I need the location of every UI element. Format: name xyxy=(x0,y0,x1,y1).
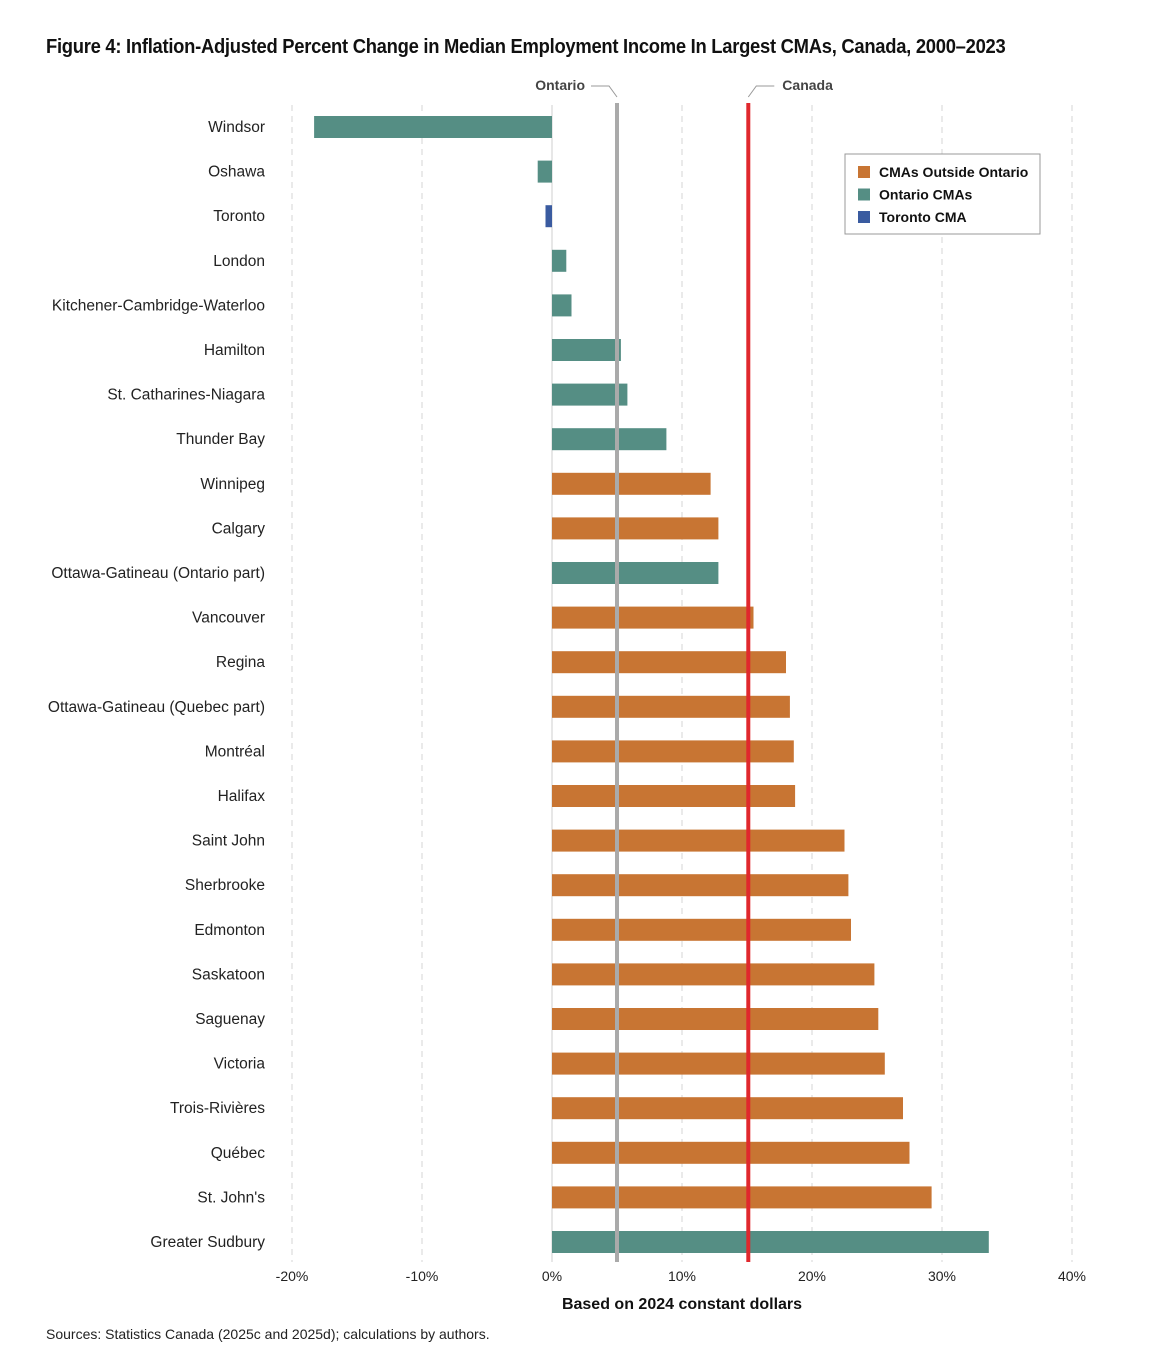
bar xyxy=(552,1052,885,1075)
source-note: Sources: Statistics Canada (2025c and 20… xyxy=(46,1326,490,1342)
bar xyxy=(552,1231,989,1253)
category-label: Saint John xyxy=(192,833,265,850)
legend-swatch xyxy=(858,188,870,201)
x-tick-label: 20% xyxy=(798,1268,826,1284)
category-label: Hamilton xyxy=(204,342,265,359)
gridlines xyxy=(291,105,1073,1262)
bar xyxy=(552,651,786,674)
legend-swatch xyxy=(858,211,870,223)
legend-label: Toronto CMA xyxy=(879,209,967,225)
bar xyxy=(552,695,790,718)
bar xyxy=(314,116,552,138)
bar xyxy=(537,160,552,183)
reference-label: Ontario xyxy=(535,77,585,93)
x-tick-label: 40% xyxy=(1058,1268,1086,1284)
category-label: Vancouver xyxy=(192,610,265,627)
category-label: Victoria xyxy=(214,1056,266,1073)
bar xyxy=(552,1008,879,1030)
bar xyxy=(552,740,794,763)
category-label: Sherbrooke xyxy=(185,877,265,894)
bar xyxy=(552,1186,932,1209)
reference-leader xyxy=(591,85,618,98)
bar xyxy=(552,918,851,941)
category-label: Oshawa xyxy=(208,164,265,181)
category-label: St. Catharines-Niagara xyxy=(107,387,265,404)
legend-swatch xyxy=(858,166,870,178)
category-label: St. John's xyxy=(197,1189,265,1206)
category-label: Greater Sudbury xyxy=(150,1234,265,1251)
bar xyxy=(552,294,572,317)
bar-chart: Ontario Canada Windsor Oshawa Toronto London… xyxy=(48,77,1086,1313)
legend-label: Ontario CMAs xyxy=(879,187,973,203)
x-tick-label: -20% xyxy=(276,1268,309,1284)
legend: CMAs Outside Ontario Ontario CMAs Toronto … xyxy=(844,153,1041,235)
x-tick-label: -10% xyxy=(406,1268,439,1284)
category-label: Calgary xyxy=(212,520,266,537)
category-label: Saguenay xyxy=(195,1011,265,1028)
bar xyxy=(552,606,754,629)
reference-leader xyxy=(747,85,775,98)
x-axis-title: Based on 2024 constant dollars xyxy=(562,1296,802,1313)
category-label: Winnipeg xyxy=(200,476,265,493)
x-tick-label: 30% xyxy=(928,1268,956,1284)
category-label: Kitchener-Cambridge-Waterloo xyxy=(52,297,265,314)
bar xyxy=(552,428,667,451)
x-tick-label: 10% xyxy=(668,1268,696,1284)
x-tick-label: 0% xyxy=(542,1268,562,1284)
category-label: Halifax xyxy=(218,788,266,805)
category-label: Toronto xyxy=(213,208,265,225)
category-label: Montréal xyxy=(205,743,265,760)
category-label: Saskatoon xyxy=(192,966,265,983)
bar xyxy=(552,1097,903,1120)
legend-label: CMAs Outside Ontario xyxy=(879,164,1028,180)
x-axis-ticks: -20% -10% 0% 10% 20% 30% 40% xyxy=(276,1268,1086,1284)
category-label: Windsor xyxy=(208,119,265,136)
category-label: London xyxy=(213,253,265,270)
bar xyxy=(552,472,711,495)
chart-title: Figure 4: Inflation-Adjusted Percent Cha… xyxy=(46,36,1006,58)
category-label: Ottawa-Gatineau (Quebec part) xyxy=(48,699,265,716)
category-labels: Windsor Oshawa Toronto London Kitchener-Camb… xyxy=(48,119,265,1251)
category-label: Trois-Rivières xyxy=(170,1100,265,1117)
bar xyxy=(552,963,875,986)
bars xyxy=(314,116,989,1253)
reference-label: Canada xyxy=(782,77,833,93)
category-label: Ottawa-Gatineau (Ontario part) xyxy=(51,565,265,582)
bar xyxy=(552,785,796,807)
bar xyxy=(552,1141,910,1164)
bar xyxy=(552,249,567,272)
bar xyxy=(552,383,628,406)
category-label: Thunder Bay xyxy=(176,431,265,448)
legend-box xyxy=(844,153,1041,235)
bar xyxy=(552,874,849,897)
bar xyxy=(552,829,845,852)
bar xyxy=(552,517,719,540)
category-label: Québec xyxy=(211,1145,266,1162)
category-label: Edmonton xyxy=(194,922,265,939)
bar xyxy=(545,205,552,228)
bar xyxy=(552,339,621,361)
category-label: Regina xyxy=(216,654,265,671)
bar xyxy=(552,562,719,584)
reference-lines: Ontario Canada xyxy=(535,77,833,1262)
